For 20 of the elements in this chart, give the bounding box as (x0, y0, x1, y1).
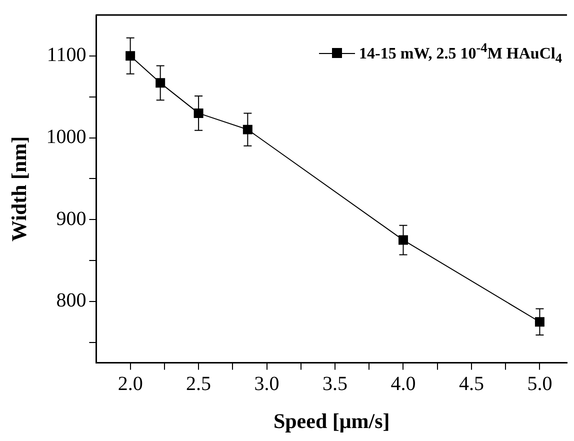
x-axis-title: Speed [μm/s] (273, 408, 390, 433)
y-tick-label: 900 (56, 208, 86, 230)
point (126, 51, 136, 61)
x-tick-label: 4.0 (390, 373, 416, 396)
point (194, 108, 204, 118)
y-axis-title: Width [nm] (7, 136, 32, 242)
point (156, 78, 166, 88)
legend-label: 14-15 mW, 2.5 10$^{-4}$M HAuCl$_{4}$ (359, 40, 562, 67)
x-tick-label: 3.0 (254, 373, 280, 396)
y-tick-label: 1100 (46, 44, 86, 66)
y-tick-label: 800 (56, 290, 86, 312)
x-tick-label: 4.5 (458, 373, 484, 396)
y-tick-label: 1000 (46, 126, 86, 148)
x-tick-label: 2.5 (186, 373, 212, 396)
point (398, 235, 408, 245)
x-tick-label: 3.5 (322, 373, 348, 396)
point (242, 124, 252, 134)
x-tick-label: 5.0 (527, 373, 552, 396)
x-tick-label: 2.0 (118, 373, 143, 396)
point (534, 317, 544, 327)
